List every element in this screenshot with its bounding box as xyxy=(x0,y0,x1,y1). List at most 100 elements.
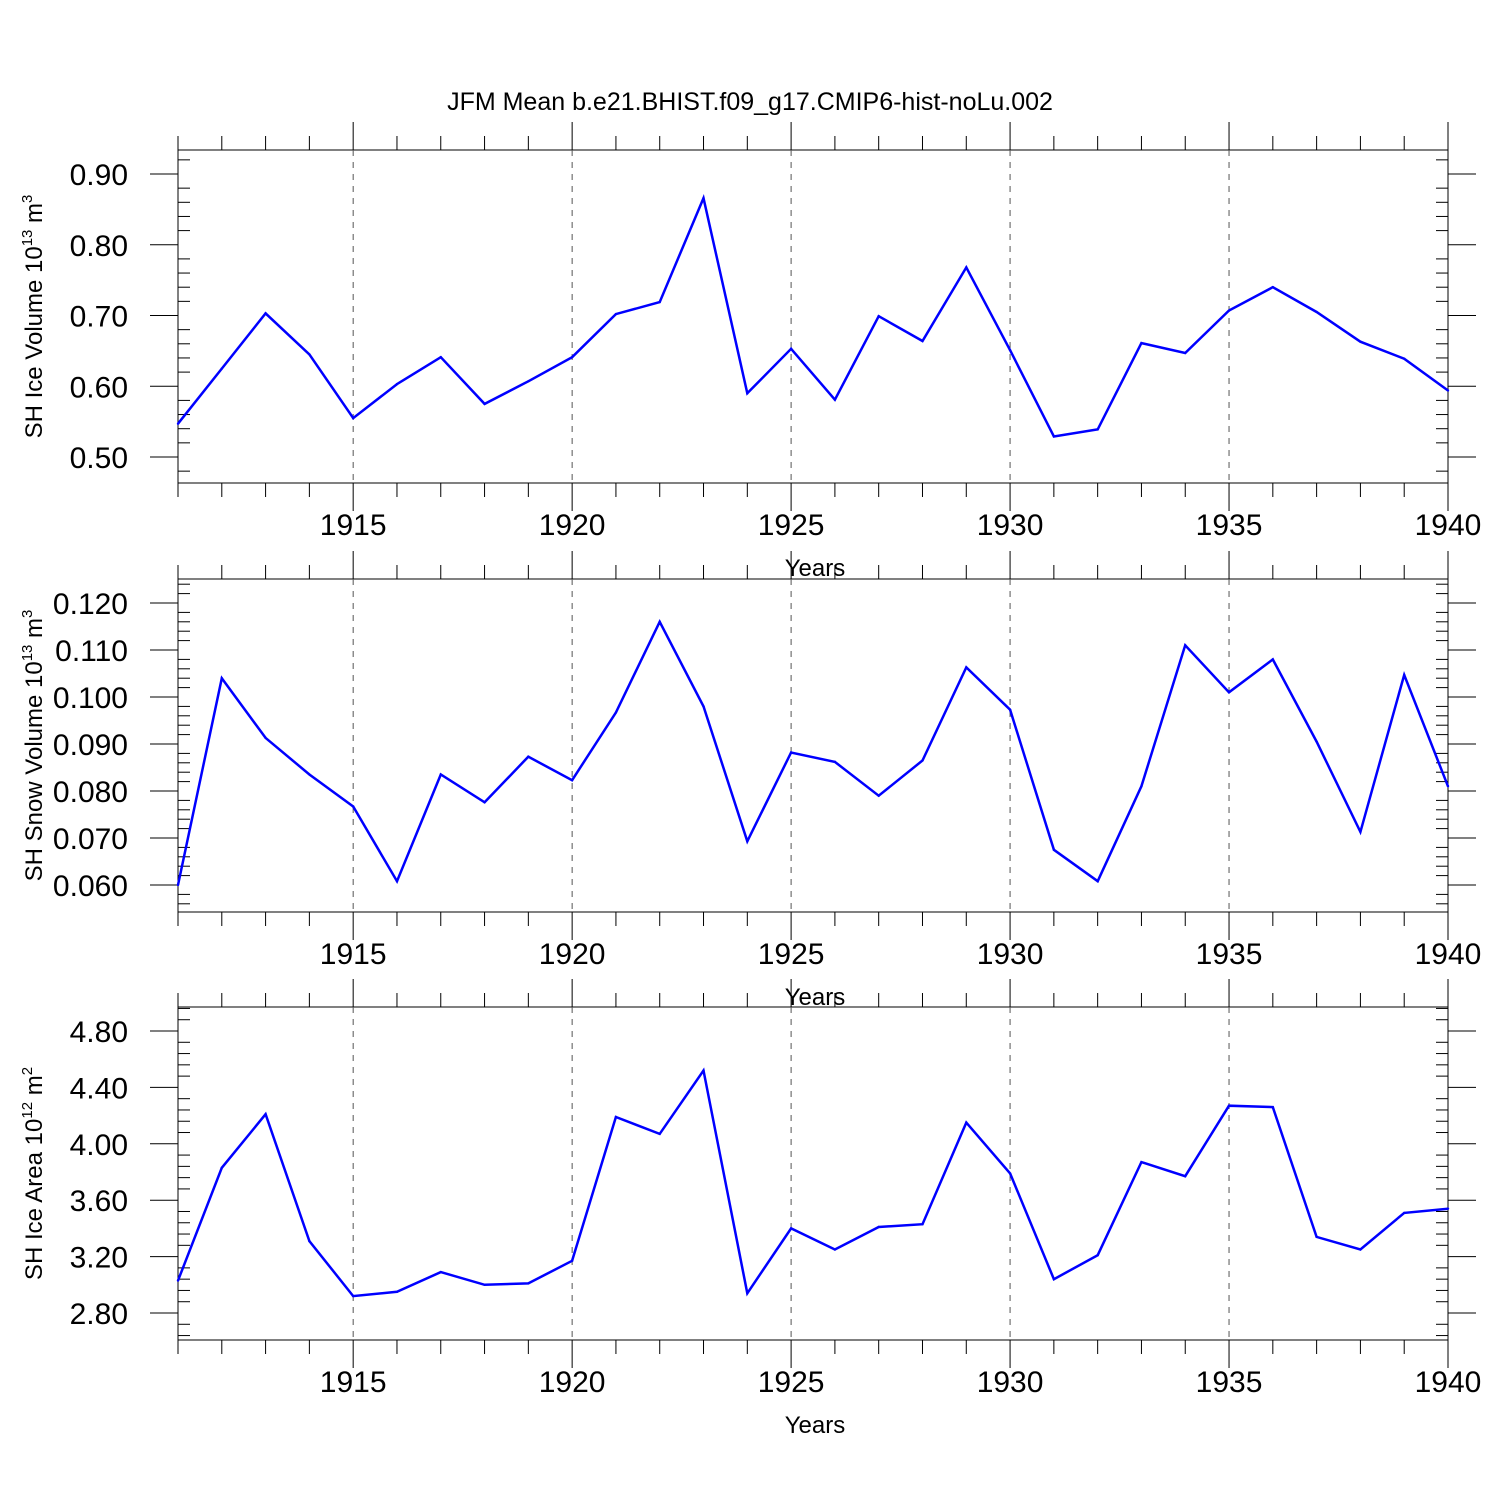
x-tick-label: 1925 xyxy=(758,1366,825,1399)
y-tick-label: 3.20 xyxy=(70,1242,128,1275)
x-tick-label: 1935 xyxy=(1196,1366,1263,1399)
x-axis-label: Years xyxy=(785,555,846,582)
data-point xyxy=(1315,310,1318,314)
y-tick-label: 3.60 xyxy=(70,1185,128,1218)
y-tick-label: 0.080 xyxy=(53,776,128,809)
data-point xyxy=(658,1132,661,1136)
data-point xyxy=(308,353,311,356)
data-point xyxy=(1140,1160,1143,1164)
x-tick-label: 1920 xyxy=(539,938,606,971)
data-point xyxy=(1359,340,1362,343)
data-point xyxy=(877,1225,880,1229)
data-point xyxy=(483,1283,486,1287)
data-point xyxy=(395,880,399,883)
data-point xyxy=(308,1239,311,1243)
data-point xyxy=(395,382,399,386)
x-tick-label: 1915 xyxy=(320,509,387,542)
y-tick-label: 0.90 xyxy=(70,159,128,192)
data-point xyxy=(570,778,574,782)
x-tick-label: 1920 xyxy=(539,509,606,542)
data-point xyxy=(1446,389,1450,392)
data-point xyxy=(527,755,530,758)
data-point xyxy=(264,312,267,315)
data-point xyxy=(614,312,618,316)
data-point xyxy=(1008,348,1012,352)
data-point xyxy=(1403,357,1406,360)
data-point xyxy=(965,666,968,669)
data-point xyxy=(965,266,968,269)
x-tick-label: 1915 xyxy=(320,938,387,971)
data-point xyxy=(1227,691,1231,694)
data-point xyxy=(746,392,749,395)
data-point xyxy=(1271,1105,1275,1109)
data-point xyxy=(1446,785,1450,788)
data-point xyxy=(439,1270,442,1274)
chart-panels: 0.50 0.60 0.70 0.80 0.90 1915 1920 1925 1930 1935… xyxy=(19,122,1481,1439)
data-point xyxy=(1052,848,1056,851)
plot-frame xyxy=(177,149,1449,484)
x-tick-label: 1930 xyxy=(977,938,1044,971)
data-point xyxy=(439,356,442,359)
data-point xyxy=(1096,1253,1099,1257)
data-point xyxy=(220,367,223,370)
data-point xyxy=(702,1069,705,1072)
data-point xyxy=(833,1248,837,1251)
x-tick-label: 1920 xyxy=(539,1366,606,1399)
data-point xyxy=(570,356,574,359)
x-tick-label: 1930 xyxy=(977,509,1044,542)
data-point xyxy=(614,1115,618,1119)
data-point xyxy=(527,1282,530,1285)
y-tick-label: 0.50 xyxy=(70,442,128,475)
y-tick-label: 4.40 xyxy=(70,1072,128,1105)
panel-2: 0.060 0.070 0.080 0.090 0.100 0.110 0.120 1915 1… xyxy=(19,551,1481,1011)
y-tick-label: 0.120 xyxy=(53,588,128,621)
data-point xyxy=(483,801,486,804)
y-tick-label: 4.80 xyxy=(70,1016,128,1049)
x-tick-label: 1915 xyxy=(320,1366,387,1399)
panel-1: 0.50 0.60 0.70 0.80 0.90 1915 1920 1925 1930 1935… xyxy=(19,122,1481,582)
data-point xyxy=(921,759,924,762)
y-tick-label: 0.80 xyxy=(70,230,128,263)
y-tick-label: 0.060 xyxy=(53,870,128,903)
data-point xyxy=(351,1294,355,1298)
data-point xyxy=(570,1259,574,1263)
data-point xyxy=(1359,1248,1362,1251)
data-point xyxy=(1315,740,1318,743)
data-point xyxy=(395,1290,399,1294)
series-line xyxy=(177,194,1449,438)
y-axis-label: SH Ice Volume 1013 m3 xyxy=(19,195,48,439)
data-point xyxy=(921,339,924,343)
data-point xyxy=(439,773,442,776)
data-point xyxy=(789,347,793,350)
y-tick-label: 0.090 xyxy=(53,729,128,762)
data-point xyxy=(1052,435,1056,438)
plot-frame xyxy=(177,578,1449,913)
data-point xyxy=(308,773,311,776)
x-tick-label: 1935 xyxy=(1196,938,1263,971)
data-point xyxy=(220,1166,223,1169)
data-point xyxy=(176,883,180,887)
data-point xyxy=(746,840,749,843)
data-point xyxy=(1008,1172,1012,1175)
data-point xyxy=(658,300,661,304)
data-point xyxy=(1184,351,1187,355)
data-point xyxy=(351,416,355,420)
x-tick-label: 1925 xyxy=(758,938,825,971)
panel-3: 2.80 3.20 3.60 4.00 4.40 4.80 1915 1920 1925 1930… xyxy=(19,979,1481,1439)
plot-frame xyxy=(177,1006,1449,1341)
data-point xyxy=(1227,1104,1231,1107)
data-point xyxy=(1446,1207,1450,1210)
data-point xyxy=(746,1292,749,1295)
y-tick-label: 0.100 xyxy=(53,682,128,715)
data-point xyxy=(702,196,705,200)
data-point xyxy=(220,677,223,680)
y-tick-label: 2.80 xyxy=(70,1298,128,1331)
x-tick-label: 1940 xyxy=(1415,509,1482,542)
chart-title: JFM Mean b.e21.BHIST.f09_g17.CMIP6-hist-… xyxy=(447,88,1053,116)
y-tick-label: 0.60 xyxy=(70,371,128,404)
data-point xyxy=(921,1222,924,1226)
y-tick-label: 4.00 xyxy=(70,1129,128,1162)
data-point xyxy=(1096,428,1099,431)
data-point xyxy=(1096,880,1099,883)
